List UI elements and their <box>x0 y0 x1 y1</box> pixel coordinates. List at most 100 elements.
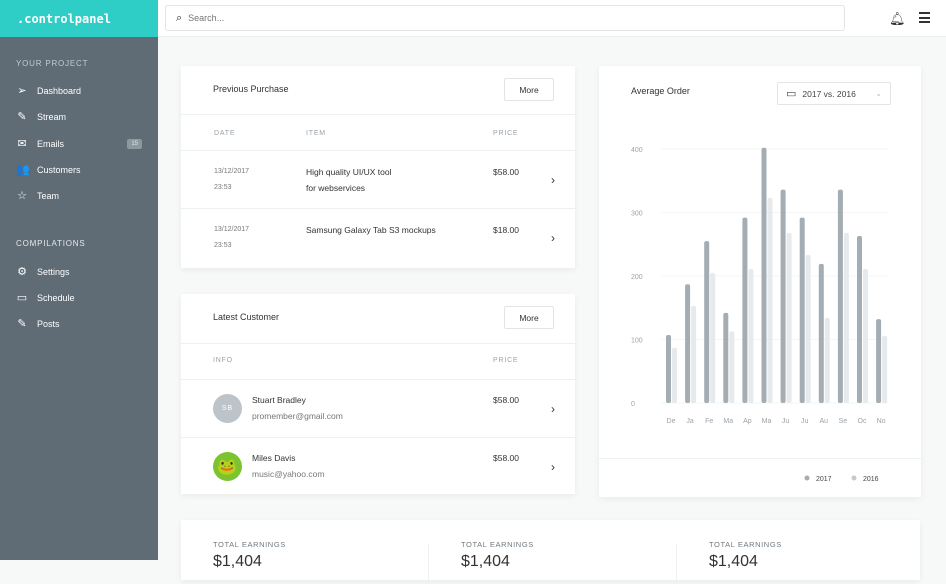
sidebar-item-stream[interactable]: ✎ Stream <box>0 104 158 130</box>
price: $18.00 <box>493 225 519 235</box>
customer-name: Miles Davis <box>252 453 296 463</box>
x-tick-label: Ma <box>723 418 733 425</box>
gear-icon: ⚙ <box>17 265 27 278</box>
divider <box>599 458 921 459</box>
nav-label: Team <box>37 191 60 202</box>
nav-label: Emails <box>37 138 65 149</box>
sidebar: .controlpanel YOUR PROJECT ➢ Dashboard ✎ S… <box>0 0 158 560</box>
avatar: 🐸 <box>213 452 242 481</box>
x-tick-label: Ja <box>686 418 694 425</box>
customer-email: promember@gmail.com <box>252 411 343 421</box>
bar-2017-Ju <box>780 189 786 403</box>
legend-label: 2017 <box>816 476 832 483</box>
total-value: $1,404 <box>709 553 758 570</box>
customer-name: Stuart Bradley <box>252 395 306 405</box>
pencil-icon: ✎ <box>17 111 27 124</box>
customer-row[interactable]: SB Stuart Bradley promember@gmail.com $5… <box>181 380 575 438</box>
card-title: Previous Purchase <box>213 84 289 94</box>
emails-count-badge: 15 <box>127 138 142 149</box>
x-tick-label: Ap <box>743 418 752 425</box>
nav-label: Dashboard <box>37 86 82 97</box>
sidebar-item-posts[interactable]: ✎ Posts <box>0 311 158 337</box>
sidebar-item-dashboard[interactable]: ➢ Dashboard <box>0 78 158 104</box>
chevron-right-icon[interactable]: › <box>551 402 555 416</box>
customer-row[interactable]: 🐸 Miles Davis music@yahoo.com $58.00 › <box>181 438 575 496</box>
sidebar-item-settings[interactable]: ⚙ Settings <box>0 258 158 284</box>
divider <box>676 544 677 584</box>
bar-2016-Au <box>824 317 830 403</box>
nav-label: Posts <box>37 319 60 330</box>
item: High quality UI/UX tool <box>306 167 392 177</box>
sidebar-item-emails[interactable]: ✉ Emails 15 <box>0 131 158 157</box>
total-value: $1,404 <box>213 553 262 570</box>
total-label: TOTAL EARNINGS <box>709 540 782 549</box>
price: $58.00 <box>493 167 519 177</box>
bar-2016-Ma <box>729 331 735 403</box>
x-tick-label: Ma <box>762 418 772 425</box>
x-tick-label: Fe <box>705 418 713 425</box>
bar-2017-Fe <box>704 241 710 403</box>
year-compare-select[interactable]: ▭ 2017 vs. 2016 ⌄ <box>777 82 891 105</box>
total-label: TOTAL EARNINGS <box>461 540 534 549</box>
table-row[interactable]: 13/12/2017 23:53 High quality UI/UX tool… <box>181 151 575 209</box>
bar-2016-Ap <box>748 269 754 403</box>
more-button[interactable]: More <box>504 78 554 101</box>
x-tick-label: De <box>667 418 676 425</box>
bar-2017-Ma <box>761 147 767 403</box>
bar-2017-Ap <box>742 217 748 403</box>
y-tick-label: 0 <box>631 401 635 408</box>
calendar-icon: ▭ <box>16 291 28 304</box>
legend-marker-2016 <box>851 475 857 481</box>
total-label: TOTAL EARNINGS <box>213 540 286 549</box>
search-input[interactable] <box>188 13 789 23</box>
chevron-right-icon[interactable]: › <box>551 173 555 187</box>
average-order-card: Average Order ▭ 2017 vs. 2016 ⌄ 0 100 200 300… <box>599 66 921 497</box>
select-value: 2017 vs. 2016 <box>802 88 856 99</box>
chevron-right-icon[interactable]: › <box>551 231 555 245</box>
bar-2017-Ja <box>685 284 691 403</box>
y-tick-label: 400 <box>631 147 643 154</box>
notification-bell-icon[interactable]: 🔔︎ <box>889 11 906 26</box>
column-header: ITEM <box>306 130 326 137</box>
search-icon: ⌕ <box>176 11 183 24</box>
y-tick-label: 300 <box>631 211 643 218</box>
calendar-icon: ▭ <box>786 88 797 100</box>
bar-2016-No <box>882 335 888 403</box>
hamburger-menu-icon[interactable] <box>919 12 930 26</box>
column-header: DATE <box>214 130 236 137</box>
date: 13/12/2017 <box>214 226 250 233</box>
customer-email: music@yahoo.com <box>252 469 325 479</box>
table-header: INFO PRICE <box>181 343 575 380</box>
time: 23:53 <box>214 184 232 191</box>
more-button[interactable]: More <box>504 306 554 329</box>
legend-label: 2016 <box>863 476 879 483</box>
bar-2016-Ju <box>786 232 792 403</box>
sidebar-item-schedule[interactable]: ▭ Schedule <box>0 285 158 311</box>
table-row[interactable]: 13/12/2017 23:53 Samsung Galaxy Tab S3 m… <box>181 209 575 267</box>
search-box[interactable]: ⌕ <box>165 5 845 31</box>
chevron-right-icon[interactable]: › <box>551 460 555 474</box>
nav-label: Stream <box>37 112 67 123</box>
x-tick-label: Se <box>839 418 848 425</box>
bar-2017-Ju <box>799 217 805 403</box>
price: $58.00 <box>493 453 519 463</box>
sidebar-item-customers[interactable]: 👥 Customers <box>0 157 158 183</box>
section-label: YOUR PROJECT <box>16 59 89 68</box>
item: for webservices <box>306 183 366 193</box>
bar-2017-Ma <box>723 312 729 403</box>
bar-2016-Fe <box>710 272 716 403</box>
star-icon: ☆ <box>17 190 27 203</box>
bar-2016-De <box>672 347 677 403</box>
x-tick-label: Ju <box>782 418 790 425</box>
totals-card: TOTAL EARNINGS $1,404 TOTAL EARNINGS $1,… <box>181 520 920 584</box>
brand-logo[interactable]: .controlpanel <box>0 0 158 37</box>
x-tick-label: Au <box>820 418 829 425</box>
card-title: Latest Customer <box>213 312 280 322</box>
table-header: DATE ITEM PRICE <box>181 114 575 151</box>
sidebar-item-team[interactable]: ☆ Team <box>0 183 158 209</box>
y-tick-label: 200 <box>631 274 643 281</box>
time: 23:53 <box>214 242 232 249</box>
column-header: PRICE <box>493 357 519 364</box>
bar-2017-Au <box>818 263 824 403</box>
column-header: INFO <box>213 357 233 364</box>
